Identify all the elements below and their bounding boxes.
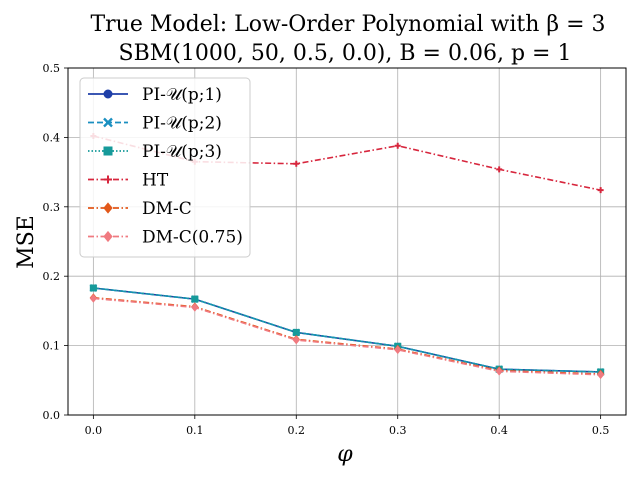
series-line [93, 287, 601, 373]
y-axis-label: MSE [14, 215, 39, 269]
data-point [597, 187, 604, 194]
legend-item: PI-𝒰(p;1) [88, 85, 222, 105]
legend-marker [104, 175, 112, 184]
data-point [596, 370, 605, 380]
series-group [89, 133, 605, 380]
legend-item: DM-C [88, 199, 192, 219]
x-tick-label: 0.3 [389, 424, 407, 437]
legend-item: HT [88, 171, 169, 191]
legend-item: DM-C(0.75) [88, 228, 243, 248]
y-tick-label: 0.5 [43, 62, 61, 75]
y-tick-label: 0.0 [43, 409, 61, 422]
legend-label: PI-𝒰(p;3) [142, 142, 222, 162]
series-line [93, 296, 601, 375]
y-tick-label: 0.1 [43, 340, 61, 353]
series-0 [89, 284, 605, 376]
series-line [93, 297, 601, 376]
y-tick-label: 0.3 [43, 201, 61, 214]
data-point [191, 295, 199, 303]
legend-label: DM-C [142, 199, 192, 219]
series-line [93, 135, 601, 191]
x-tick-label: 0.1 [186, 424, 204, 437]
y-tick-label: 0.4 [43, 131, 61, 144]
data-point [394, 345, 402, 355]
x-axis-label: φ [337, 442, 353, 467]
legend-label: PI-𝒰(p;1) [142, 85, 222, 105]
chart-title-line2: SBM(1000, 50, 0.5, 0.0), B = 0.06, p = 1 [119, 41, 572, 66]
series-4 [89, 293, 605, 379]
data-point [496, 166, 503, 173]
axis-ticks: 0.0 0.1 0.2 0.3 0.4 0.5 0.0 0.1 0.2 0.3 0.4 0.5 [43, 62, 610, 437]
plot-frame [67, 67, 627, 416]
legend-label: DM-C(0.75) [142, 228, 243, 248]
data-point [89, 294, 98, 303]
x-tick-label: 0.0 [85, 424, 103, 437]
data-point [292, 335, 300, 345]
legend-item: PI-𝒰(p;3) [88, 142, 222, 162]
x-tick-label: 0.5 [592, 424, 610, 437]
legend: PI-𝒰(p;1) PI-𝒰(p;2) PI-𝒰(p;3) HT DM-C DM-C(0.… [79, 77, 251, 258]
data-point [292, 328, 300, 336]
legend-marker [103, 146, 113, 156]
series-2 [89, 284, 605, 376]
data-point [293, 160, 300, 167]
series-5 [89, 294, 605, 380]
legend-label: PI-𝒰(p;2) [142, 114, 222, 134]
legend-marker [103, 230, 113, 243]
y-tick-label: 0.2 [43, 270, 61, 283]
legend-marker [103, 89, 113, 99]
data-point [394, 142, 401, 149]
chart-title-line1: True Model: Low-Order Polynomial with β … [90, 12, 605, 37]
series-1 [89, 284, 605, 376]
legend-box [79, 77, 251, 258]
data-point [495, 366, 503, 376]
data-point [191, 303, 199, 312]
legend-item: PI-𝒰(p;2) [88, 114, 222, 134]
legend-marker [103, 202, 113, 214]
series-line [93, 287, 601, 373]
data-point [89, 284, 97, 292]
legend-marker [103, 117, 113, 128]
x-tick-label: 0.4 [490, 424, 508, 437]
series-line [93, 287, 601, 373]
x-tick-label: 0.2 [288, 424, 306, 437]
legend-label: HT [142, 171, 169, 191]
